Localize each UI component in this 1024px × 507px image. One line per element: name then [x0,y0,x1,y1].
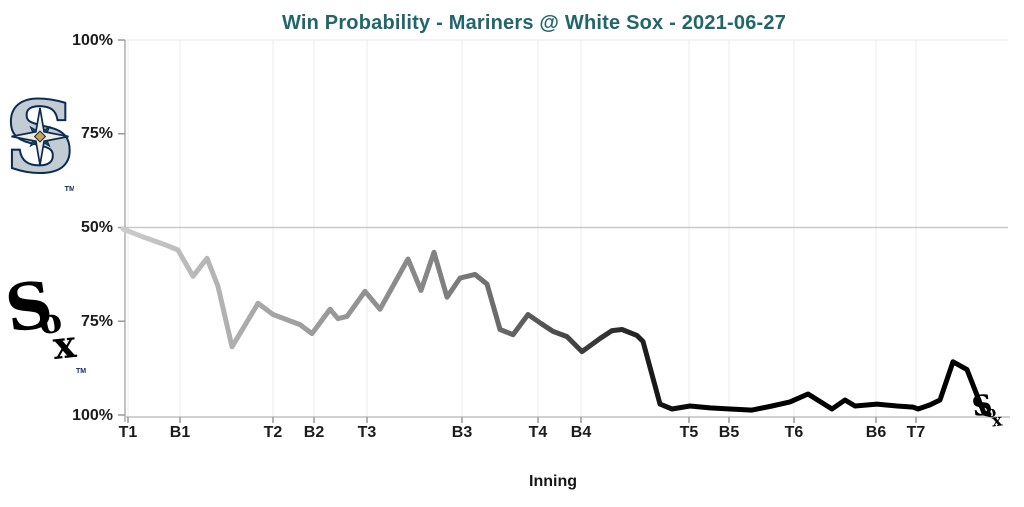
whitesox-letter-x: x [50,320,78,369]
x-axis-tick-label: B4 [570,424,592,441]
y-axis-tick-label: 75% [80,125,113,143]
mariners-logo: S TM [4,80,77,198]
x-axis-tick-label: T5 [679,424,699,441]
x-axis-tick-label: T7 [906,424,926,441]
x-axis-tick-label: B2 [303,424,325,441]
x-axis-title: Inning [529,473,577,490]
mariners-trademark: TM [64,184,74,193]
y-axis-tick-label: 100% [72,31,113,49]
chart-title: Win Probability - Mariners @ White Sox -… [281,12,787,34]
x-axis-tick-label: B3 [451,424,473,441]
y-axis-tick-label: 50% [80,219,113,236]
x-axis-tick-label: T2 [263,424,283,441]
x-axis-tick-label: T6 [784,424,804,441]
x-axis-tick-label: T4 [528,424,548,441]
win-probability-line [120,226,992,417]
x-axis-tick-label: B5 [718,424,740,441]
whitesox-endpoint-marker-icon: S o x [970,388,1008,439]
y-axis-tick-label: 100% [72,406,113,424]
y-axis-tick-label: 75% [80,312,113,330]
x-axis-tick-label: T1 [118,424,138,441]
whitesox-logo: S o x TM [1,267,87,380]
marker-letter-x: x [990,410,1004,432]
x-axis-tick-label: B1 [169,424,191,441]
x-axis-tick-label: T3 [357,424,377,441]
whitesox-trademark: TM [76,368,87,375]
compass-rose-icon [11,107,69,166]
x-axis-tick-label: B6 [865,424,887,441]
